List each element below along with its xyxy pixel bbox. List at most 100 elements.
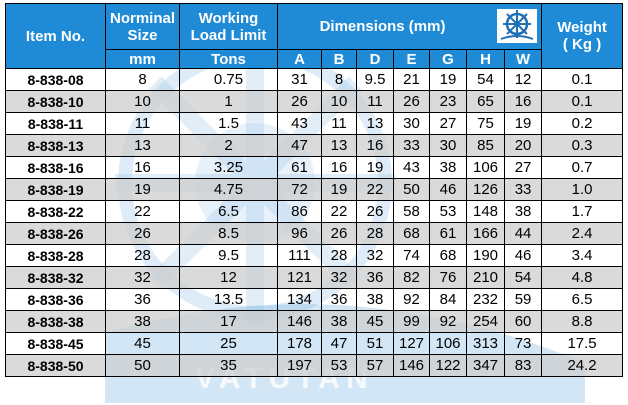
header-dim-h: H <box>466 49 505 69</box>
dim-b-cell: 11 <box>321 112 357 135</box>
item-no-cell: 8-838-22 <box>5 200 106 223</box>
dim-d-cell: 51 <box>356 332 394 355</box>
header-working-load-line1: Working <box>198 9 259 27</box>
dim-b-cell: 32 <box>321 266 357 289</box>
header-weight-line2: ( Kg ) <box>562 36 602 53</box>
item-no-cell: 8-838-36 <box>5 288 106 311</box>
dim-d-cell: 11 <box>356 90 394 113</box>
dim-h-cell: 126 <box>466 178 505 201</box>
dim-b-cell: 36 <box>321 288 357 311</box>
table-row: 8-838-10 10 1 26 10 11 26 23 65 16 0.1 <box>5 90 624 113</box>
dim-e-cell: 50 <box>393 178 430 201</box>
table-row: 8-838-11 11 1.5 43 11 13 30 27 75 19 0.2 <box>5 112 624 135</box>
dim-e-cell: 82 <box>393 266 430 289</box>
dim-d-cell: 32 <box>356 244 394 267</box>
header-weight: Weight ( Kg ) <box>541 3 624 69</box>
dim-h-cell: 148 <box>466 200 505 223</box>
dim-b-cell: 10 <box>321 90 357 113</box>
dim-d-cell: 26 <box>356 200 394 223</box>
working-load-cell: 2 <box>179 134 278 157</box>
nominal-size-cell: 45 <box>105 332 180 355</box>
header-dim-w: W <box>503 49 543 69</box>
dim-d-cell: 13 <box>356 112 394 135</box>
table-row: 8-838-45 45 25 178 47 51 127 106 313 73 17.5 <box>5 332 624 355</box>
header-dim-g: G <box>429 49 467 69</box>
header-dim-b: B <box>321 49 357 69</box>
dim-g-cell: 27 <box>429 112 467 135</box>
dim-w-cell: 59 <box>503 288 543 311</box>
dim-h-cell: 232 <box>466 288 505 311</box>
dim-g-cell: 30 <box>429 134 467 157</box>
dim-w-cell: 12 <box>503 68 543 91</box>
dim-b-cell: 8 <box>321 68 357 91</box>
spec-table-container: VATUTAN Item No. Norminal Size <box>5 3 624 403</box>
header-dim-a: A <box>277 49 322 69</box>
dim-b-cell: 22 <box>321 200 357 223</box>
working-load-cell: 1.5 <box>179 112 278 135</box>
dim-w-cell: 73 <box>503 332 543 355</box>
dim-w-cell: 83 <box>503 354 543 377</box>
dim-a-cell: 72 <box>277 178 322 201</box>
working-load-cell: 9.5 <box>179 244 278 267</box>
weight-cell: 0.2 <box>541 112 624 135</box>
dim-w-cell: 33 <box>503 178 543 201</box>
dim-w-cell: 16 <box>503 90 543 113</box>
dim-h-cell: 254 <box>466 310 505 333</box>
dim-w-cell: 54 <box>503 266 543 289</box>
dim-a-cell: 61 <box>277 156 322 179</box>
working-load-cell: 1 <box>179 90 278 113</box>
header-working-load-line2: Load Limit <box>190 26 267 44</box>
dim-h-cell: 166 <box>466 222 505 245</box>
weight-cell: 2.4 <box>541 222 624 245</box>
weight-cell: 1.0 <box>541 178 624 201</box>
dim-a-cell: 26 <box>277 90 322 113</box>
header-dim-d: D <box>356 49 394 69</box>
dim-g-cell: 23 <box>429 90 467 113</box>
dim-d-cell: 19 <box>356 156 394 179</box>
header-unit-tons: Tons <box>179 49 278 69</box>
dim-h-cell: 190 <box>466 244 505 267</box>
dim-e-cell: 43 <box>393 156 430 179</box>
dim-e-cell: 74 <box>393 244 430 267</box>
item-no-cell: 8-838-32 <box>5 266 106 289</box>
dim-e-cell: 127 <box>393 332 430 355</box>
dim-h-cell: 54 <box>466 68 505 91</box>
header-item-no: Item No. <box>5 3 106 69</box>
dim-d-cell: 9.5 <box>356 68 394 91</box>
dim-w-cell: 27 <box>503 156 543 179</box>
weight-cell: 4.8 <box>541 266 624 289</box>
dim-g-cell: 68 <box>429 244 467 267</box>
dim-a-cell: 47 <box>277 134 322 157</box>
item-no-cell: 8-838-45 <box>5 332 106 355</box>
dim-e-cell: 92 <box>393 288 430 311</box>
nominal-size-cell: 26 <box>105 222 180 245</box>
weight-cell: 0.1 <box>541 90 624 113</box>
dim-b-cell: 53 <box>321 354 357 377</box>
item-no-cell: 8-838-13 <box>5 134 106 157</box>
table-row: 8-838-28 28 9.5 111 28 32 74 68 190 46 3.4 <box>5 244 624 267</box>
dim-g-cell: 106 <box>429 332 467 355</box>
item-no-cell: 8-838-11 <box>5 112 106 135</box>
weight-cell: 6.5 <box>541 288 624 311</box>
dim-b-cell: 19 <box>321 178 357 201</box>
item-no-cell: 8-838-19 <box>5 178 106 201</box>
dim-w-cell: 60 <box>503 310 543 333</box>
dim-e-cell: 58 <box>393 200 430 223</box>
dim-a-cell: 178 <box>277 332 322 355</box>
nominal-size-cell: 36 <box>105 288 180 311</box>
working-load-cell: 25 <box>179 332 278 355</box>
item-no-cell: 8-838-50 <box>5 354 106 377</box>
working-load-cell: 12 <box>179 266 278 289</box>
dim-b-cell: 38 <box>321 310 357 333</box>
ship-wheel-logo-icon <box>497 9 538 43</box>
header-dimensions-label: Dimensions (mm) <box>319 18 446 35</box>
dim-d-cell: 38 <box>356 288 394 311</box>
table-row: 8-838-32 32 12 121 32 36 82 76 210 54 4.8 <box>5 266 624 289</box>
dim-b-cell: 47 <box>321 332 357 355</box>
dim-w-cell: 46 <box>503 244 543 267</box>
dim-d-cell: 36 <box>356 266 394 289</box>
weight-cell: 8.8 <box>541 310 624 333</box>
table-row: 8-838-22 22 6.5 86 22 26 58 53 148 38 1.7 <box>5 200 624 223</box>
header-unit-mm: mm <box>105 49 180 69</box>
nominal-size-cell: 11 <box>105 112 180 135</box>
